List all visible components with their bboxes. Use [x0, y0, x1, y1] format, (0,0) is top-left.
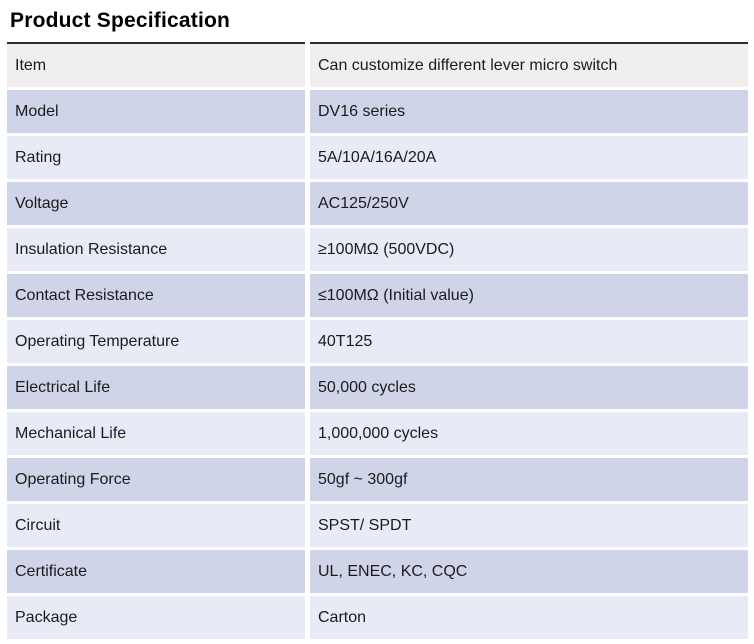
row-value-item: Can customize different lever micro swit… [310, 42, 748, 87]
row-value-certificate: UL, ENEC, KC, CQC [310, 550, 748, 593]
row-label-model: Model [7, 90, 305, 133]
row-label-circuit: Circuit [7, 504, 305, 547]
row-value-mechanical-life: 1,000,000 cycles [310, 412, 748, 455]
row-label-insulation-resistance: Insulation Resistance [7, 228, 305, 271]
row-value-contact-resistance: ≤100MΩ (Initial value) [310, 274, 748, 317]
row-value-package: Carton [310, 596, 748, 639]
row-label-rating: Rating [7, 136, 305, 179]
row-label-electrical-life: Electrical Life [7, 366, 305, 409]
row-value-rating: 5A/10A/16A/20A [310, 136, 748, 179]
row-value-operating-force: 50gf ~ 300gf [310, 458, 748, 501]
row-label-certificate: Certificate [7, 550, 305, 593]
row-value-model: DV16 series [310, 90, 748, 133]
row-value-voltage: AC125/250V [310, 182, 748, 225]
row-label-voltage: Voltage [7, 182, 305, 225]
row-value-circuit: SPST/ SPDT [310, 504, 748, 547]
row-label-operating-temperature: Operating Temperature [7, 320, 305, 363]
row-label-package: Package [7, 596, 305, 639]
row-value-insulation-resistance: ≥100MΩ (500VDC) [310, 228, 748, 271]
row-value-operating-temperature: 40T125 [310, 320, 748, 363]
row-label-mechanical-life: Mechanical Life [7, 412, 305, 455]
specification-table: Item Can customize different lever micro… [7, 42, 748, 639]
row-value-electrical-life: 50,000 cycles [310, 366, 748, 409]
row-label-item: Item [7, 42, 305, 87]
page-title: Product Specification [10, 9, 231, 32]
row-label-contact-resistance: Contact Resistance [7, 274, 305, 317]
row-label-operating-force: Operating Force [7, 458, 305, 501]
